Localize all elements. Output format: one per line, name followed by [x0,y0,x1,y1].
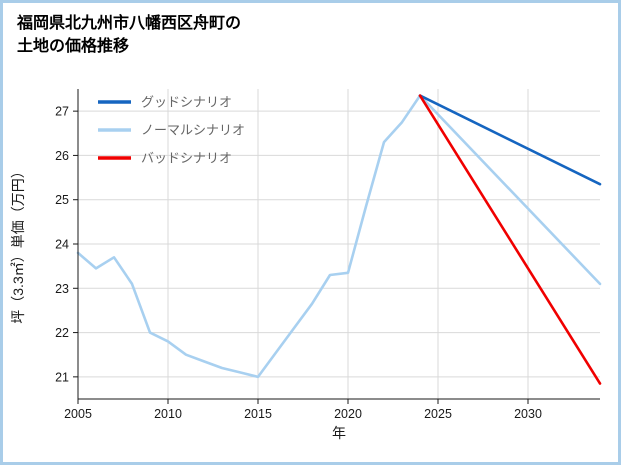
page-title: 福岡県北九州市八幡西区舟町の 土地の価格推移 [17,12,241,58]
y-tick-label: 21 [55,370,69,384]
x-tick-label: 2020 [334,407,362,421]
y-tick-label: 23 [55,282,69,296]
x-tick-label: 2010 [154,407,182,421]
chart-line-0 [418,94,602,186]
x-tick-label: 2005 [64,407,92,421]
chart-line-2 [418,94,602,385]
y-axis-label: 坪（3.3㎡）単価（万円） [10,164,26,323]
y-tick-label: 25 [55,193,69,207]
legend-label-0: グッドシナリオ [141,95,232,110]
y-tick-label: 24 [55,238,69,252]
x-tick-label: 2015 [244,407,272,421]
y-tick-label: 27 [55,105,69,119]
legend-label-2: バッドシナリオ [141,151,232,166]
page-title-line2: 土地の価格推移 [17,38,130,55]
x-tick-label: 2030 [514,407,542,421]
y-tick-label: 22 [55,326,69,340]
x-tick-label: 2025 [424,407,452,421]
y-tick-label: 26 [55,149,69,163]
legend-label-1: ノーマルシナリオ [141,123,245,138]
page-title-line1: 福岡県北九州市八幡西区舟町の [17,15,242,32]
price-trend-chart: 2005 2010 2015 2020 2025 2030 21 22 23 24 25 26 27 年 坪… [10,89,602,441]
x-axis-label: 年 [332,425,346,441]
chart-line-1 [76,94,602,379]
